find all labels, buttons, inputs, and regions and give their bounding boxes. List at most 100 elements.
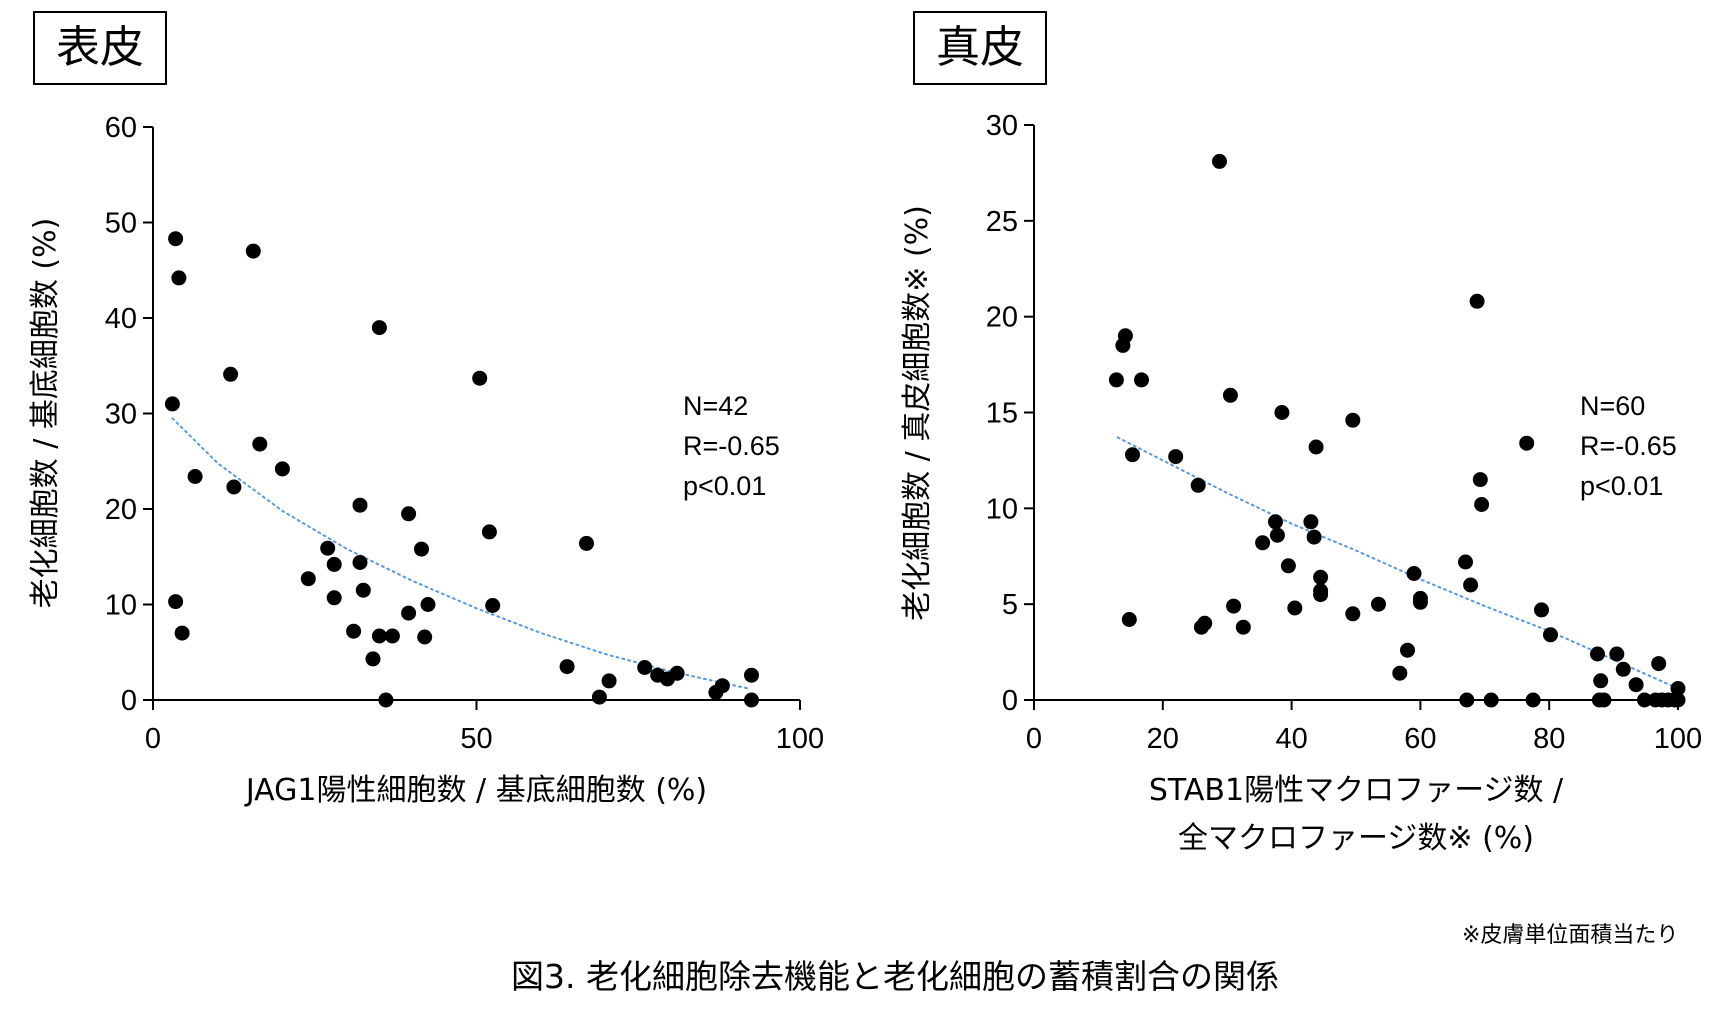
data-point bbox=[223, 366, 239, 382]
data-point bbox=[1287, 600, 1303, 616]
data-point bbox=[1609, 646, 1625, 662]
trend-line bbox=[171, 417, 750, 690]
data-point bbox=[1235, 619, 1251, 635]
chart-panel-2: 0 5 10 15 20 25 30 0 20 40 60 80 100 N=60 R=-0.65 p<0.0… bbox=[900, 110, 1702, 856]
data-point bbox=[1406, 566, 1422, 581]
x-tick-label: 0 bbox=[1026, 723, 1042, 755]
x-axis-title: JAG1陽性細胞数 / 基底細胞数 (%) bbox=[244, 773, 707, 808]
data-point bbox=[1543, 627, 1558, 643]
data-point bbox=[401, 506, 417, 522]
y-axis-title: 老化細胞数 / 真皮細胞数※ (%) bbox=[900, 205, 935, 621]
x-axis-title: 全マクロファージ数※ (%) bbox=[1178, 821, 1534, 856]
y-tick-label: 0 bbox=[1002, 685, 1018, 717]
data-point bbox=[485, 598, 501, 613]
data-point bbox=[320, 540, 336, 556]
data-point bbox=[187, 469, 203, 484]
data-point bbox=[601, 673, 617, 689]
data-point bbox=[591, 689, 607, 705]
data-point bbox=[1274, 405, 1290, 420]
data-point bbox=[1590, 646, 1605, 662]
data-point bbox=[1313, 587, 1329, 603]
data-point bbox=[1345, 606, 1361, 622]
y-tick-label: 50 bbox=[105, 208, 137, 240]
data-point bbox=[1313, 569, 1329, 585]
data-point bbox=[1483, 692, 1499, 708]
data-point bbox=[355, 582, 371, 598]
data-point bbox=[1255, 535, 1271, 551]
data-point bbox=[579, 535, 594, 551]
data-point bbox=[1197, 615, 1213, 631]
data-point bbox=[1400, 642, 1415, 658]
y-tick-label: 30 bbox=[986, 110, 1018, 142]
y-tick-label: 40 bbox=[105, 303, 137, 335]
data-point bbox=[384, 628, 400, 644]
footnote: ※皮膚単位面積当たり bbox=[1462, 923, 1679, 948]
data-point bbox=[1525, 692, 1541, 708]
data-point bbox=[1280, 558, 1296, 574]
x-tick-label: 50 bbox=[460, 723, 492, 755]
data-point bbox=[1651, 656, 1667, 672]
data-point bbox=[637, 660, 653, 675]
data-point bbox=[401, 605, 417, 621]
data-point bbox=[300, 571, 316, 587]
data-point bbox=[1268, 514, 1283, 530]
data-point bbox=[326, 556, 342, 572]
y-tick-label: 30 bbox=[105, 399, 137, 431]
data-point bbox=[1226, 598, 1242, 614]
data-point bbox=[171, 270, 187, 286]
panel-label-epidermis: 表皮 bbox=[33, 11, 167, 85]
data-point bbox=[1670, 681, 1686, 696]
data-point bbox=[1519, 435, 1535, 451]
data-point bbox=[378, 692, 394, 708]
data-point bbox=[1306, 529, 1322, 545]
data-point bbox=[1463, 577, 1479, 593]
data-point bbox=[1474, 497, 1490, 512]
data-point bbox=[1469, 293, 1485, 309]
data-point bbox=[1121, 612, 1137, 627]
data-point bbox=[744, 667, 759, 683]
stats-line: p<0.01 bbox=[1580, 471, 1663, 501]
data-point bbox=[1134, 372, 1149, 388]
figure-caption: 図3. 老化細胞除去機能と老化細胞の蓄積割合の関係 bbox=[511, 957, 1279, 996]
x-axis-title: STAB1陽性マクロファージ数 / bbox=[1149, 773, 1564, 808]
data-point bbox=[352, 497, 368, 513]
data-point bbox=[1168, 449, 1184, 465]
data-point bbox=[164, 396, 180, 412]
data-point bbox=[481, 524, 497, 540]
y-tick-label: 5 bbox=[1002, 589, 1018, 621]
data-point bbox=[1308, 439, 1324, 455]
stats-line: N=60 bbox=[1580, 391, 1645, 421]
data-point bbox=[417, 629, 433, 645]
data-point bbox=[1392, 665, 1408, 681]
data-point bbox=[1303, 514, 1319, 530]
data-point bbox=[1117, 328, 1133, 344]
trend-line bbox=[1116, 436, 1679, 690]
data-point bbox=[1108, 372, 1124, 388]
data-point bbox=[168, 594, 184, 610]
data-point bbox=[1412, 594, 1428, 610]
y-tick-label: 60 bbox=[105, 112, 137, 144]
data-point bbox=[352, 555, 368, 570]
data-point bbox=[1458, 554, 1473, 570]
data-point bbox=[1615, 661, 1631, 677]
data-point bbox=[346, 623, 362, 639]
y-tick-label: 20 bbox=[986, 302, 1018, 334]
data-point bbox=[1596, 692, 1612, 708]
x-tick-label: 100 bbox=[776, 723, 824, 755]
y-tick-label: 10 bbox=[986, 493, 1018, 525]
x-tick-label: 0 bbox=[145, 723, 161, 755]
data-point bbox=[274, 461, 290, 477]
data-point bbox=[559, 659, 575, 675]
data-point bbox=[1190, 477, 1206, 493]
data-point bbox=[714, 678, 730, 694]
y-axis-title: 老化細胞数 / 基底細胞数 (%) bbox=[28, 218, 63, 609]
data-point bbox=[371, 628, 387, 644]
panel-label-dermis: 真皮 bbox=[913, 11, 1047, 85]
data-point bbox=[1212, 153, 1227, 169]
data-point bbox=[1534, 602, 1549, 618]
data-point bbox=[226, 479, 242, 495]
y-tick-label: 0 bbox=[121, 685, 137, 717]
chart-panel-1: 0 10 20 30 40 50 60 0 50 100 N=42 R=-0.65 p<0.01 老化細胞… bbox=[28, 112, 824, 808]
